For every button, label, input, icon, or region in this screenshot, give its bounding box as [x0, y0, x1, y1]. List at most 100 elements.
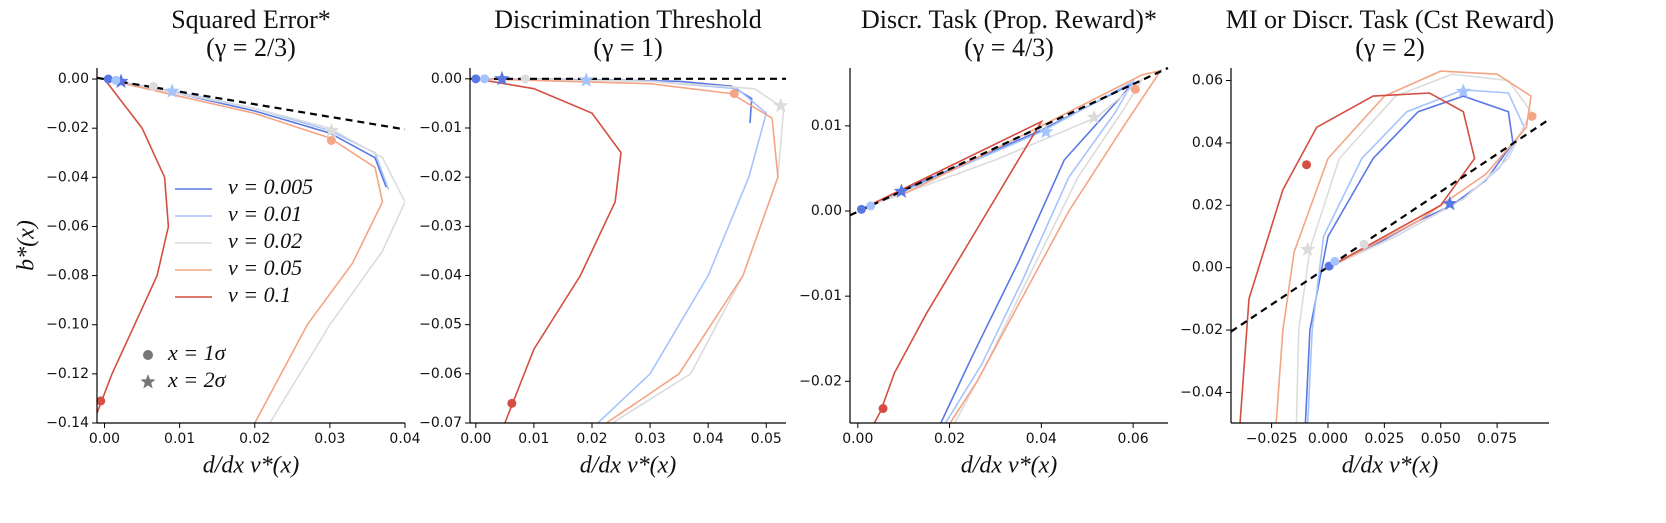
- y-tick-label: −0.03: [419, 218, 462, 234]
- x-tick-label: 0.075: [1477, 431, 1517, 447]
- legend-label: x = 1σ: [167, 340, 227, 365]
- reference-line: [96, 76, 406, 131]
- series-line: [475, 78, 622, 423]
- marker-1sigma: [1527, 111, 1537, 121]
- x-tick-label: 0.02: [239, 431, 270, 447]
- marker-1sigma: [1130, 84, 1140, 94]
- y-tick-label: 0.00: [1192, 260, 1223, 276]
- series-line: [475, 78, 785, 423]
- chart-title: Discrimination Threshold: [494, 5, 761, 34]
- y-tick-label: −0.01: [419, 120, 462, 136]
- y-tick-label: 0.00: [58, 71, 89, 87]
- y-tick-label: −0.08: [46, 268, 89, 284]
- series-line: [1275, 70, 1532, 423]
- y-tick-label: 0.02: [1192, 197, 1223, 213]
- series-line: [104, 78, 387, 188]
- y-tick-label: −0.04: [419, 267, 462, 283]
- y-tick-label: −0.05: [419, 317, 462, 333]
- marker-2sigma: [578, 72, 594, 87]
- y-tick-label: −0.06: [419, 366, 462, 382]
- chart-subtitle: (γ = 1): [593, 33, 662, 62]
- x-tick-label: 0.03: [314, 431, 345, 447]
- y-tick-label: −0.02: [1180, 322, 1223, 338]
- x-tick-label: 0.00: [842, 431, 873, 447]
- y-tick-label: −0.12: [46, 366, 89, 382]
- chart-subtitle: (γ = 4/3): [964, 33, 1054, 62]
- marker-1sigma: [729, 89, 739, 99]
- x-tick-label: 0.02: [576, 431, 607, 447]
- x-tick-label: 0.04: [1026, 431, 1057, 447]
- marker-1sigma: [326, 135, 336, 145]
- marker-1sigma: [878, 404, 888, 414]
- y-tick-label: −0.10: [46, 317, 89, 333]
- x-tick-label: 0.04: [389, 431, 420, 447]
- x-axis-label: d/dx v*(x): [1342, 453, 1439, 479]
- y-tick-label: 0.04: [1192, 135, 1223, 151]
- legend-label: ν = 0.005: [228, 174, 313, 199]
- y-tick-label: 0.00: [431, 71, 462, 87]
- y-tick-label: 0.06: [1192, 72, 1223, 88]
- marker-1sigma: [96, 396, 106, 406]
- chart-title: Discr. Task (Prop. Reward)*: [861, 5, 1157, 34]
- marker-1sigma: [507, 398, 517, 408]
- y-tick-label: 0.00: [811, 203, 842, 219]
- marker-1sigma: [1330, 256, 1340, 266]
- marker-1sigma: [866, 201, 876, 211]
- marker-1sigma: [103, 74, 113, 84]
- series-line: [857, 79, 1136, 423]
- legend-label: x = 2σ: [167, 367, 227, 392]
- marker-1sigma: [856, 204, 866, 214]
- x-tick-label: 0.01: [518, 431, 549, 447]
- x-tick-label: 0.02: [934, 431, 965, 447]
- x-tick-label: 0.050: [1421, 431, 1461, 447]
- legend-label: ν = 0.02: [228, 228, 302, 253]
- x-tick-label: −0.025: [1246, 431, 1298, 447]
- plot-area: [857, 69, 1163, 423]
- marker-1sigma: [520, 74, 530, 84]
- chart-title: MI or Discr. Task (Cst Reward): [1226, 5, 1554, 34]
- x-tick-label: 0.04: [693, 431, 724, 447]
- marker-1sigma: [111, 75, 121, 85]
- y-tick-label: −0.07: [419, 415, 462, 431]
- series-line: [104, 78, 390, 190]
- x-tick-label: 0.000: [1308, 431, 1348, 447]
- y-tick-label: −0.04: [46, 169, 89, 185]
- marker-2sigma: [323, 122, 339, 138]
- series-line: [475, 78, 768, 423]
- series-line: [1306, 88, 1526, 423]
- marker-2sigma: [164, 83, 180, 98]
- marker-2sigma: [1442, 195, 1458, 211]
- marker-1sigma: [148, 81, 158, 91]
- plot-area: [1239, 70, 1532, 423]
- y-tick-label: −0.02: [419, 169, 462, 185]
- legend-marker: [140, 374, 156, 389]
- x-tick-label: 0.01: [164, 431, 195, 447]
- series-line: [1295, 73, 1532, 423]
- series-line: [866, 78, 1143, 423]
- marker-1sigma: [1359, 239, 1369, 249]
- x-tick-label: 0.05: [751, 431, 782, 447]
- series-line: [857, 82, 1134, 423]
- series-line: [903, 69, 1163, 423]
- x-axis-label: d/dx v*(x): [580, 453, 677, 479]
- y-tick-label: −0.02: [799, 373, 842, 389]
- y-tick-label: −0.02: [46, 120, 89, 136]
- marker-1sigma: [471, 74, 481, 84]
- series-line: [97, 78, 170, 416]
- marker-2sigma: [113, 73, 129, 88]
- marker-2sigma: [773, 97, 789, 113]
- plot-area: [475, 78, 785, 423]
- marker-2sigma: [1300, 241, 1316, 256]
- series-line: [475, 78, 779, 423]
- y-tick-label: −0.04: [1180, 384, 1223, 400]
- y-tick-label: 0.01: [811, 118, 842, 134]
- x-axis-label: d/dx v*(x): [961, 453, 1058, 479]
- marker-2sigma: [893, 183, 909, 198]
- marker-2sigma: [1086, 109, 1102, 124]
- legend-marker: [143, 350, 153, 360]
- legend-label: ν = 0.05: [228, 255, 302, 280]
- reference-line: [849, 67, 1169, 217]
- marker-1sigma: [1302, 160, 1312, 170]
- marker-2sigma: [1455, 83, 1471, 98]
